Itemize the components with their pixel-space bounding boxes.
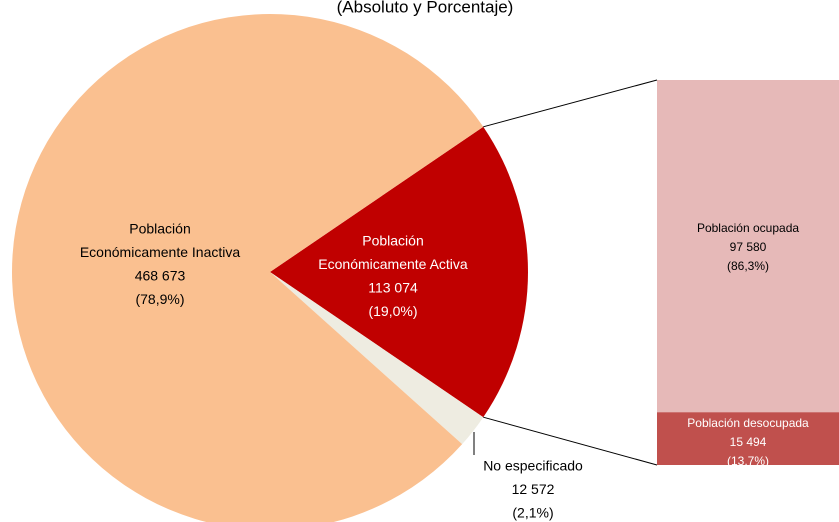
slice-value-label: 468 673 [135,268,186,284]
slice-label: Población [129,221,191,237]
slice-label: Económicamente Activa [318,256,468,272]
bar-value-label: 15 494 [730,435,767,449]
slice-label: Población [362,233,424,249]
connector-line [483,79,658,128]
chart-subtitle: (Absoluto y Porcentaje) [337,0,514,16]
slice-percent-label: (2,1%) [512,505,553,521]
bar-label: Población desocupada [687,416,809,430]
bar-percent-label: (13,7%) [727,454,769,468]
slice-value-label: 113 074 [368,280,418,296]
bar-percent-label: (86,3%) [727,259,769,273]
bar-label: Población ocupada [697,221,799,235]
pie-slice [12,14,484,522]
slice-percent-label: (78,9%) [135,291,184,307]
slice-label: No especificado [483,458,583,474]
slice-percent-label: (19,0%) [368,303,417,319]
connector-line [483,416,658,466]
bar-value-label: 97 580 [730,240,767,254]
slice-value-label: 12 572 [512,481,555,497]
pie-slice [270,126,528,418]
bar-segment [657,412,839,465]
slice-label: Económicamente Inactiva [80,244,241,260]
bar-segment [657,80,839,413]
pie-slice [270,272,484,445]
